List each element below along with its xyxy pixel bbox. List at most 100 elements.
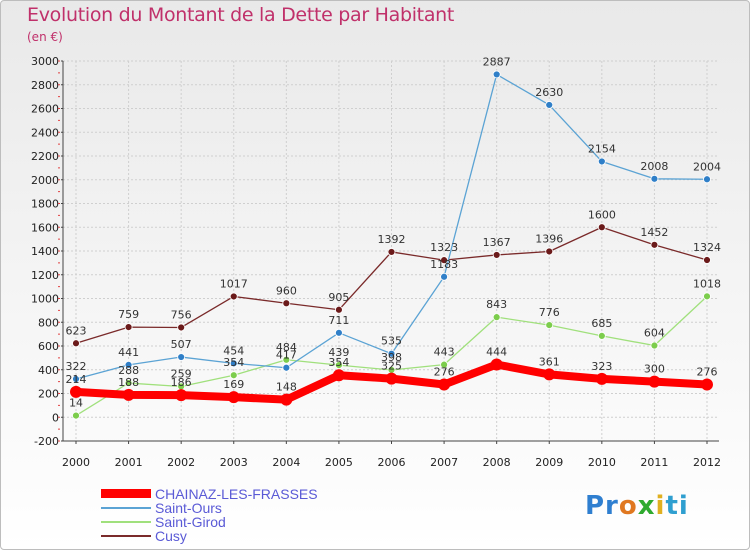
data-point	[703, 256, 711, 264]
y-tick-label: 1600	[31, 221, 59, 234]
data-label: 2004	[693, 160, 721, 173]
data-label: 535	[381, 335, 402, 348]
data-label: 214	[66, 373, 87, 386]
data-label: 322	[66, 360, 87, 373]
data-label: 685	[591, 317, 612, 330]
data-label: 1324	[693, 241, 721, 254]
logo-part: i	[655, 491, 666, 521]
logo-part: ti	[665, 491, 689, 521]
y-tick-label: 0	[52, 411, 59, 424]
data-label: 441	[118, 346, 139, 359]
data-point	[280, 393, 293, 406]
data-point	[335, 328, 343, 337]
data-point	[229, 292, 238, 301]
x-tick-label: 2005	[325, 456, 353, 469]
y-tick-label: 3000	[31, 55, 59, 68]
data-point	[387, 349, 396, 358]
data-point	[72, 339, 80, 348]
data-point	[282, 363, 291, 372]
y-tick-label: 600	[38, 340, 59, 353]
data-point	[440, 360, 448, 369]
y-tick-label: 400	[38, 364, 59, 377]
x-tick-label: 2006	[378, 456, 406, 469]
data-point	[227, 391, 240, 404]
legend-swatch	[101, 489, 151, 498]
data-point	[282, 355, 291, 364]
chart-subtitle: (en €)	[27, 30, 63, 44]
data-point	[648, 375, 661, 388]
data-point	[177, 353, 186, 361]
data-point	[229, 359, 238, 368]
data-label: 1452	[640, 226, 668, 239]
x-tick-label: 2012	[693, 456, 721, 469]
data-point	[597, 223, 606, 232]
legend-label: Saint-Girod	[155, 514, 226, 530]
data-label: 756	[171, 308, 192, 321]
data-label: 2008	[640, 160, 668, 173]
data-label: 443	[434, 346, 455, 359]
x-tick-label: 2001	[115, 456, 143, 469]
data-label: 2630	[535, 86, 563, 99]
data-label: 454	[223, 344, 244, 357]
data-label: 361	[539, 355, 560, 368]
x-tick-label: 2008	[483, 456, 511, 469]
data-point	[650, 341, 659, 350]
y-tick-label: 2600	[31, 103, 59, 116]
data-label: 604	[644, 327, 665, 340]
data-point	[72, 411, 80, 420]
data-point	[124, 360, 133, 369]
y-tick-label: 200	[38, 388, 59, 401]
y-tick-label: 1000	[31, 293, 59, 306]
data-point	[543, 368, 556, 381]
x-tick-label: 2002	[167, 456, 195, 469]
y-tick-label: 2200	[31, 150, 59, 163]
x-tick-label: 2000	[62, 456, 90, 469]
data-label: 1600	[588, 208, 616, 221]
x-tick-label: 2010	[588, 456, 616, 469]
data-point	[332, 369, 345, 382]
data-label: 1017	[220, 277, 248, 290]
data-label: 288	[118, 364, 139, 377]
data-label: 354	[328, 356, 349, 369]
data-label: 905	[328, 291, 349, 304]
data-label: 354	[223, 356, 244, 369]
y-tick-label: 2000	[31, 174, 59, 187]
y-tick-label: 2400	[31, 126, 59, 139]
data-point	[438, 378, 451, 391]
data-label: 623	[66, 324, 87, 337]
logo-part: x	[637, 491, 656, 521]
y-tick-label: 1800	[31, 198, 59, 211]
data-label: 2154	[588, 142, 616, 155]
data-point	[440, 256, 448, 265]
data-label: 507	[171, 338, 192, 351]
data-label: 2887	[483, 55, 511, 68]
data-point	[492, 251, 501, 259]
logo-part: o	[618, 491, 638, 521]
data-point	[70, 385, 82, 398]
data-point	[701, 378, 713, 391]
data-label: 1392	[378, 233, 406, 246]
data-point	[597, 332, 606, 340]
data-point	[177, 323, 186, 332]
data-point	[545, 247, 554, 256]
data-point	[229, 371, 238, 380]
data-point	[175, 389, 188, 402]
data-point	[335, 361, 343, 370]
legend-label: Cusy	[155, 528, 187, 544]
y-tick-label: -200	[34, 435, 59, 448]
x-tick-label: 2007	[430, 456, 458, 469]
logo-part: Pr	[585, 491, 619, 521]
x-tick-label: 2003	[220, 456, 248, 469]
data-label: 276	[434, 365, 455, 378]
data-label: 439	[328, 346, 349, 359]
data-label: 300	[644, 363, 665, 376]
data-point	[385, 372, 398, 385]
data-point	[72, 375, 80, 383]
data-point	[650, 174, 659, 183]
data-label: 276	[697, 365, 718, 378]
data-point	[703, 175, 711, 184]
x-tick-label: 2004	[272, 456, 300, 469]
data-label: 1367	[483, 236, 511, 249]
data-label: 259	[171, 367, 192, 380]
data-label: 776	[539, 306, 560, 319]
